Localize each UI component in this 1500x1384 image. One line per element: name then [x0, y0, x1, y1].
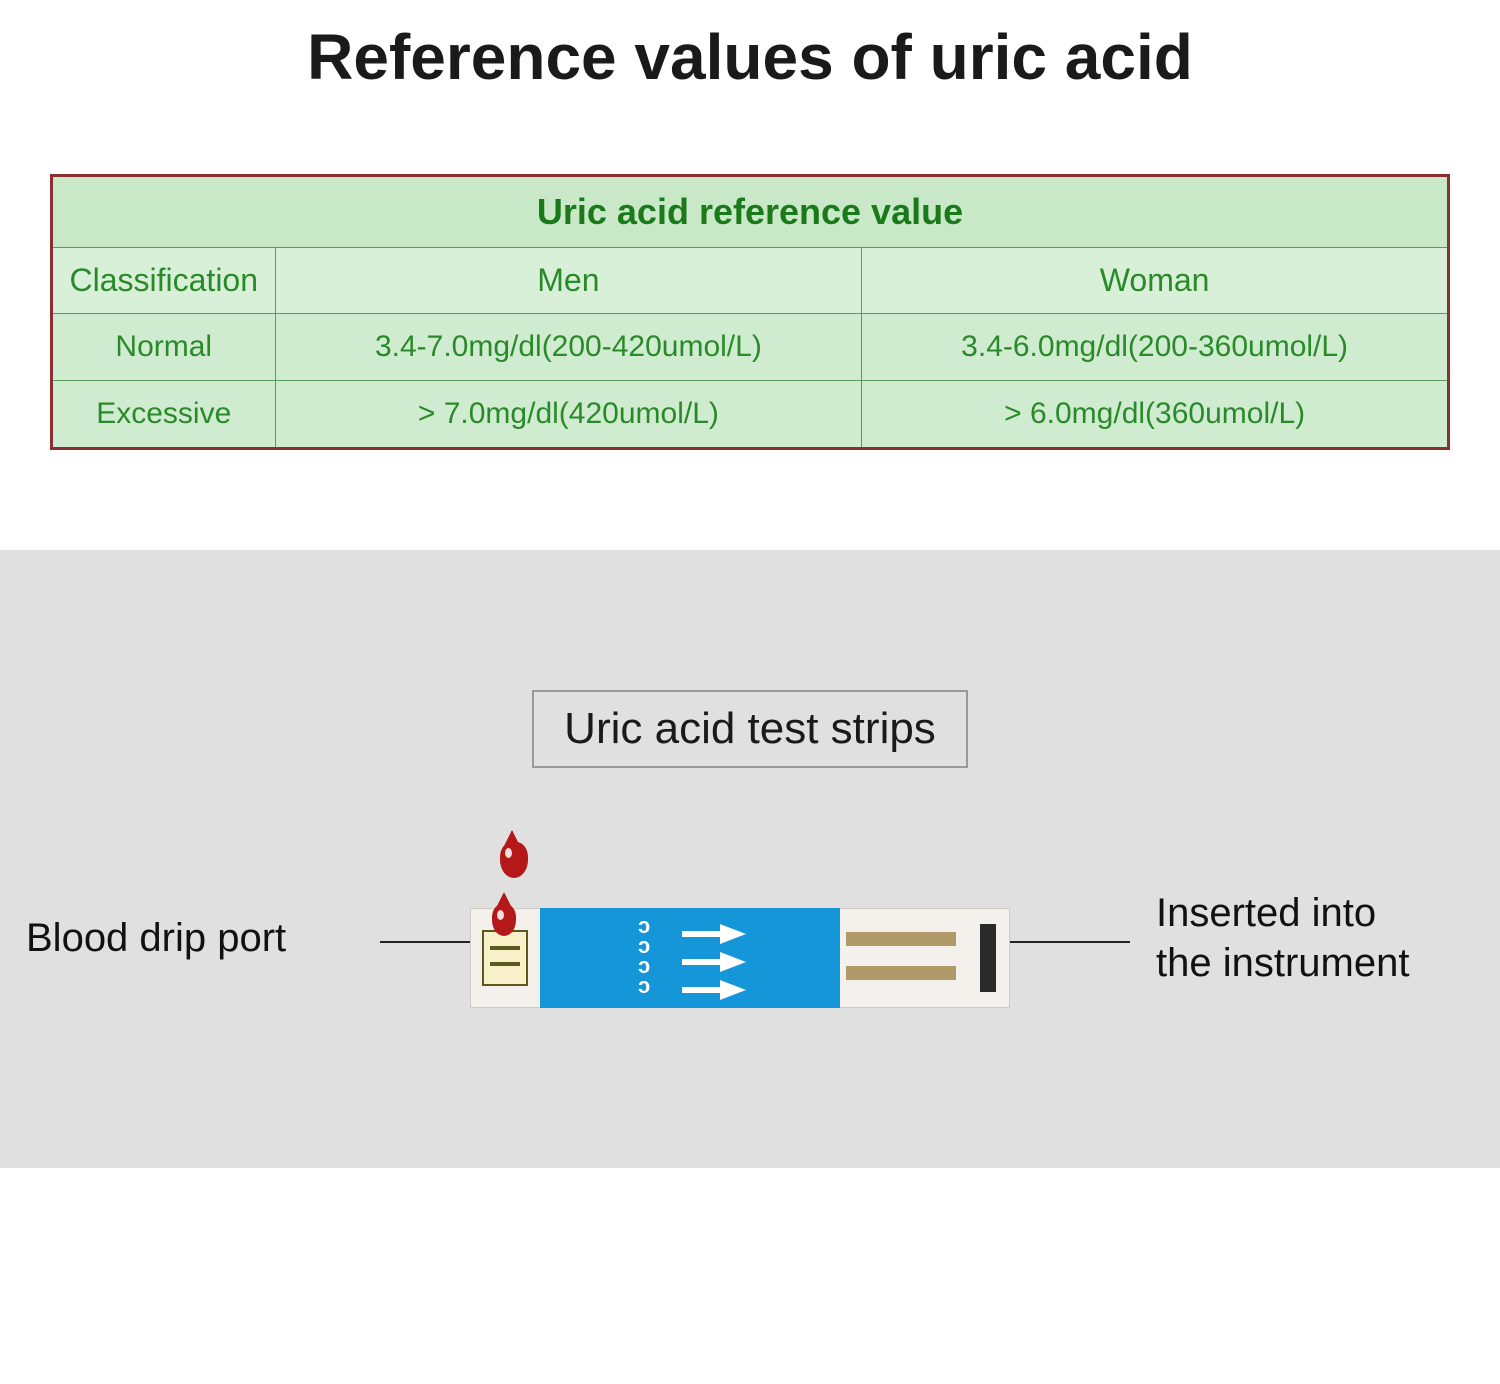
strip-title: Uric acid test strips [532, 690, 968, 768]
cell-woman: 3.4-6.0mg/dl(200-360umol/L) [862, 314, 1449, 381]
inserted-label-line1: Inserted into [1156, 891, 1376, 935]
cell-men: > 7.0mg/dl(420umol/L) [275, 381, 862, 449]
table-header: Uric acid reference value [52, 176, 1449, 248]
strip-diagram: Blood drip port ɔɔɔɔ Inserted into th [20, 868, 1480, 1008]
arrow-icon [720, 924, 746, 944]
cell-men: 3.4-7.0mg/dl(200-420umol/L) [275, 314, 862, 381]
cell-woman: > 6.0mg/dl(360umol/L) [862, 381, 1449, 449]
arrow-icon [682, 959, 722, 965]
arrow-icon [682, 987, 722, 993]
test-strip-section: Uric acid test strips Blood drip port ɔɔ… [0, 550, 1500, 1168]
cell-label: Normal [52, 314, 276, 381]
page-title: Reference values of uric acid [50, 0, 1450, 174]
strip-markings: ɔɔɔɔ [638, 916, 672, 1002]
strip-blue-zone [540, 908, 840, 1008]
arrow-icon [682, 931, 722, 937]
inserted-label: Inserted into the instrument [1130, 888, 1409, 988]
blood-pad [482, 930, 528, 986]
contact-area [846, 920, 996, 996]
leader-line-right [1010, 941, 1130, 943]
col-woman: Woman [862, 248, 1449, 314]
arrow-icon [720, 980, 746, 1000]
contact-bar [846, 966, 956, 980]
table-column-row: Classification Men Woman [52, 248, 1449, 314]
arrow-icon [720, 952, 746, 972]
table-header-row: Uric acid reference value [52, 176, 1449, 248]
contact-bar [846, 932, 956, 946]
inserted-label-line2: the instrument [1156, 941, 1409, 985]
test-strip-illustration: ɔɔɔɔ [470, 868, 1010, 1008]
blood-drop-icon [492, 904, 516, 936]
table-row: Normal 3.4-7.0mg/dl(200-420umol/L) 3.4-6… [52, 314, 1449, 381]
reference-section: Reference values of uric acid Uric acid … [0, 0, 1500, 550]
col-classification: Classification [52, 248, 276, 314]
cell-label: Excessive [52, 381, 276, 449]
leader-line-left [380, 941, 470, 943]
col-men: Men [275, 248, 862, 314]
blood-drop-icon [500, 842, 528, 878]
contact-end [980, 924, 996, 992]
blood-drip-label: Blood drip port [20, 916, 380, 961]
reference-table: Uric acid reference value Classification… [50, 174, 1450, 450]
table-row: Excessive > 7.0mg/dl(420umol/L) > 6.0mg/… [52, 381, 1449, 449]
